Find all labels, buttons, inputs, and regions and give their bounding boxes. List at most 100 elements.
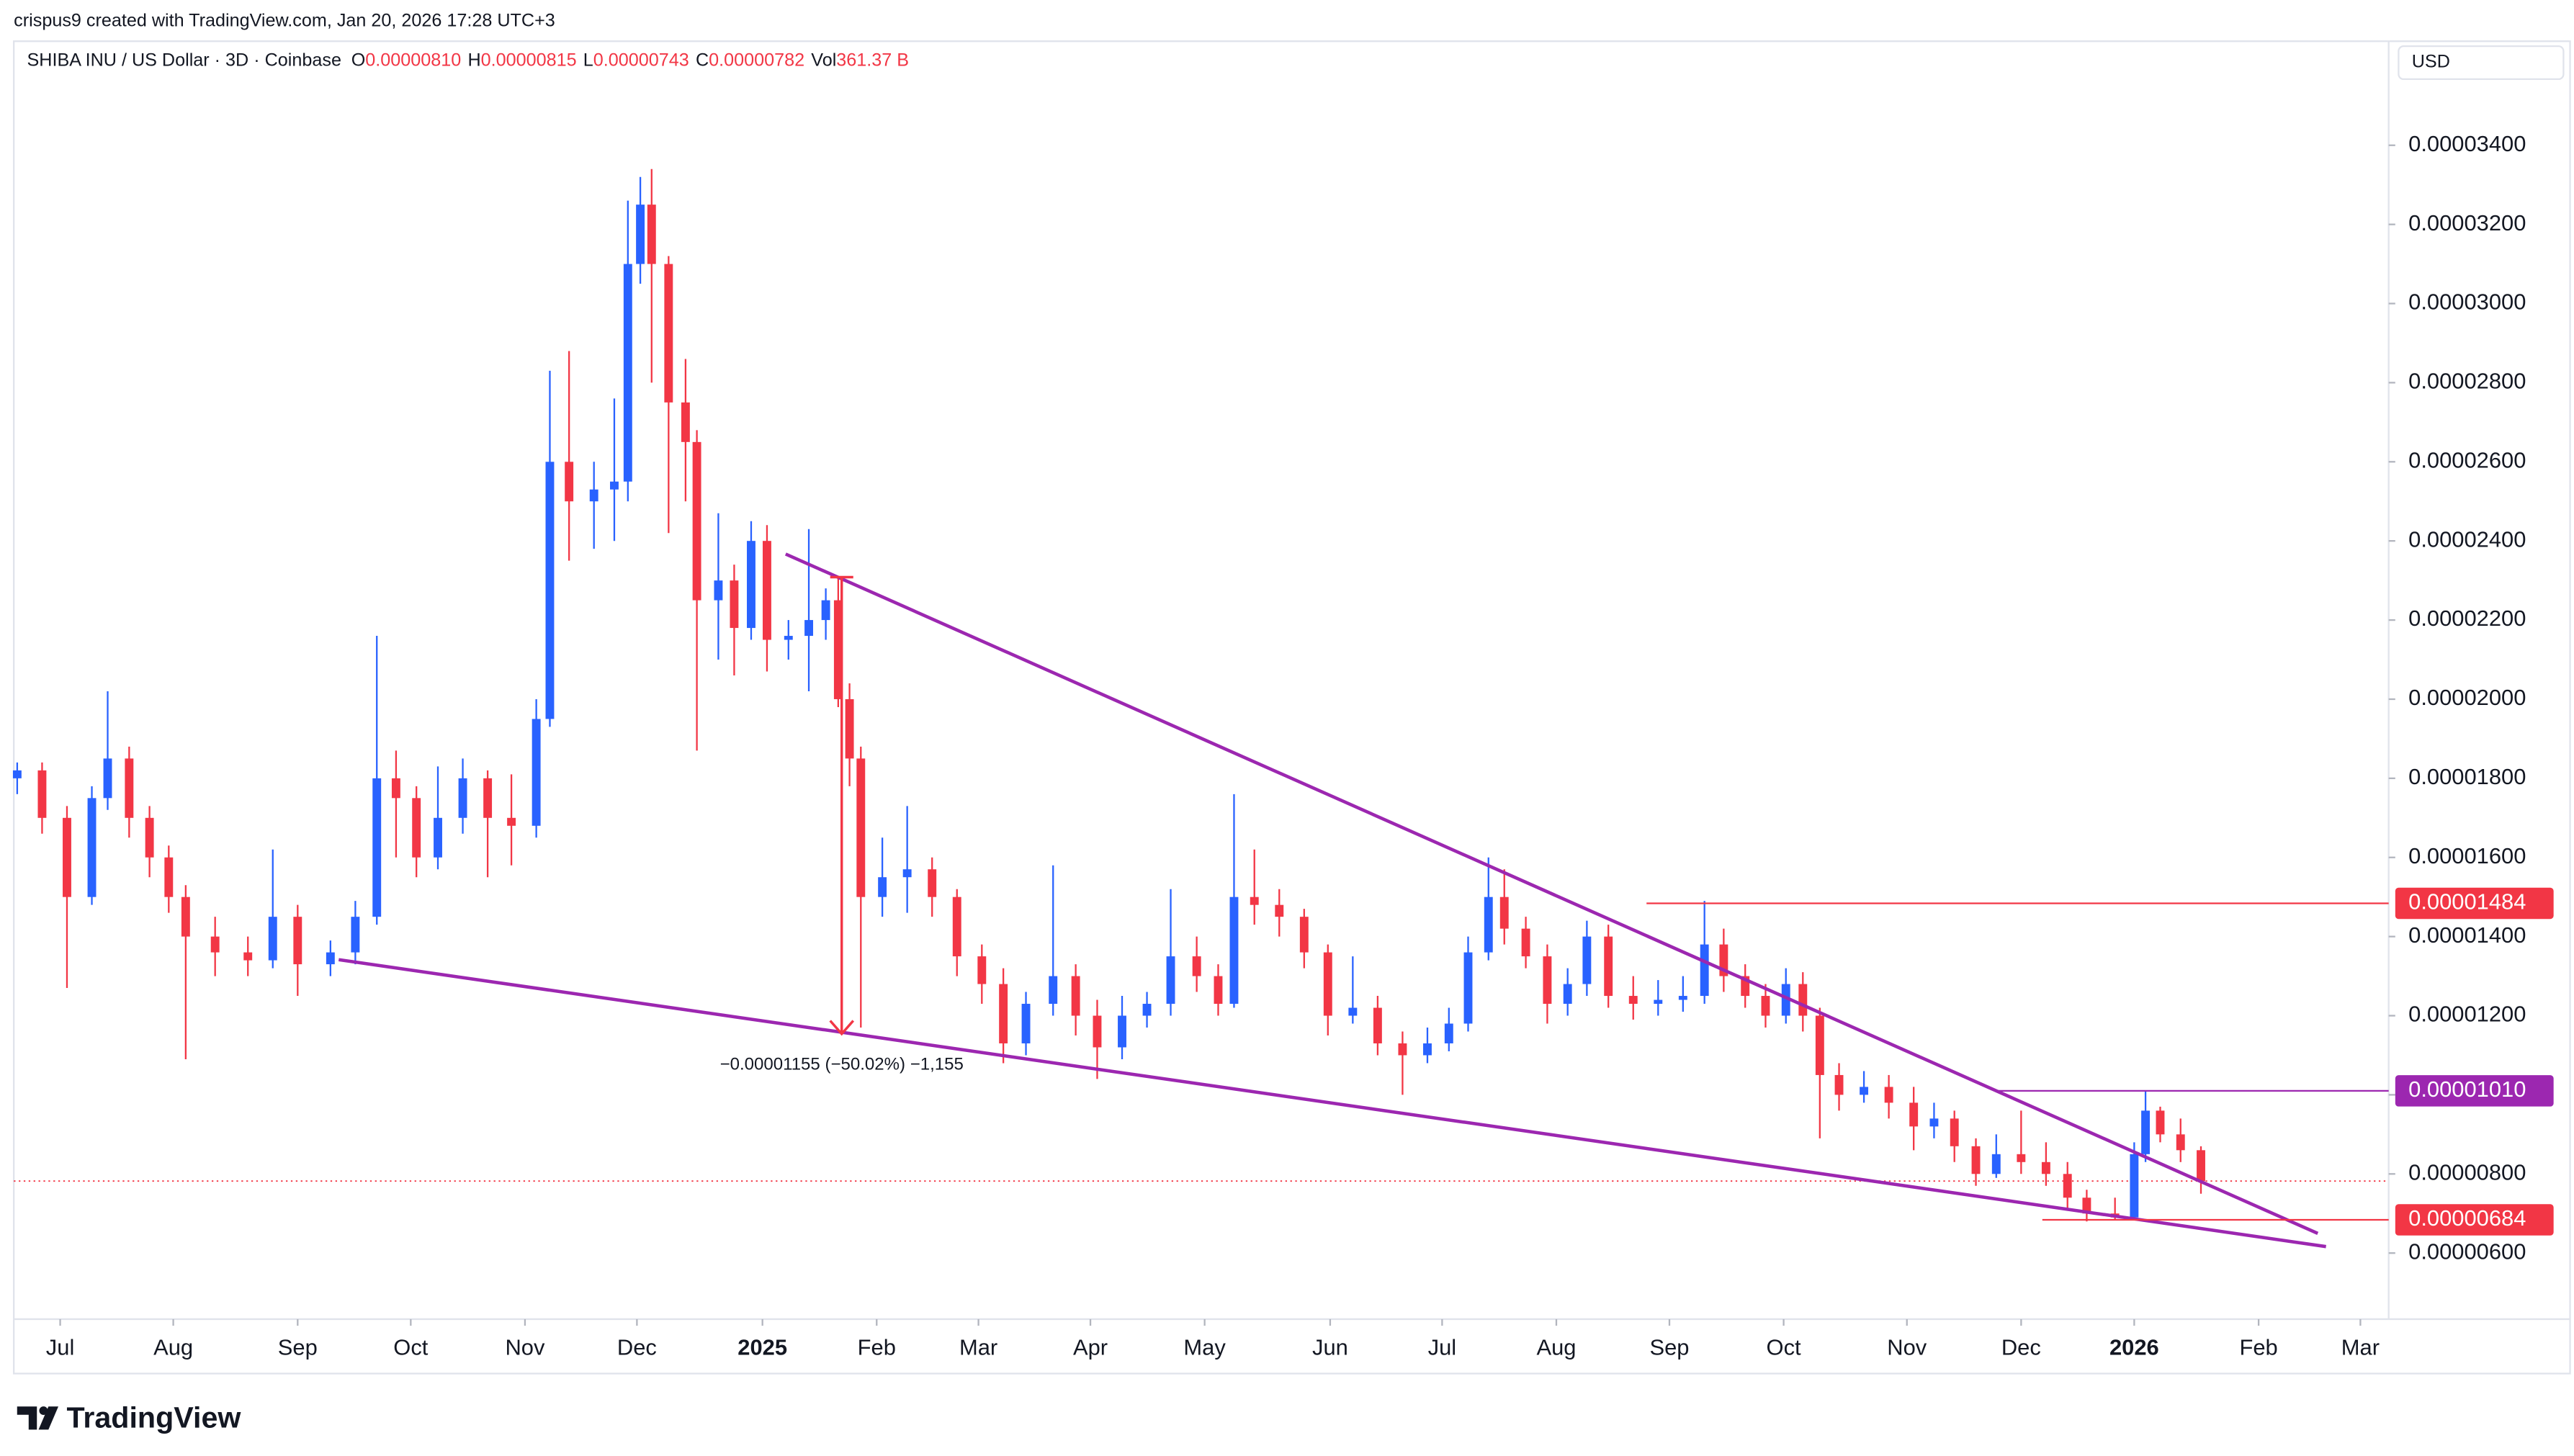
level-tag <box>2395 1075 2554 1107</box>
candle-body <box>1299 917 1309 953</box>
l-value: 0.00000743 <box>593 50 689 70</box>
candle-body <box>243 952 253 961</box>
header: crispus9 created with TradingView.com, J… <box>14 10 555 30</box>
y-tick-label: 0.00003400 <box>2408 131 2526 156</box>
candle-body <box>1761 996 1770 1016</box>
candle-body <box>1563 984 1572 1005</box>
logo-mark <box>17 1406 59 1430</box>
level-label: 0.00001010 <box>2408 1077 2526 1102</box>
candle-body <box>902 869 912 878</box>
lower-trendline <box>338 958 2326 1249</box>
candle-body <box>1741 976 1750 997</box>
candle-body <box>977 956 987 984</box>
candle-body <box>103 758 112 799</box>
candle-body <box>878 877 887 897</box>
level-label: 0.00000684 <box>2408 1205 2526 1231</box>
candle-body <box>833 600 843 699</box>
candle-body <box>2063 1174 2072 1198</box>
y-tick-label: 0.00000800 <box>2408 1159 2526 1185</box>
candle-body <box>1323 952 1332 1016</box>
candle-body <box>63 817 71 897</box>
candle-body <box>845 698 854 759</box>
candle-body <box>2156 1110 2165 1135</box>
candle-body <box>1719 944 1728 976</box>
x-tick-label: Oct <box>393 1334 428 1360</box>
candle-body <box>636 205 645 264</box>
level-tag <box>2395 1204 2554 1236</box>
y-tick-label: 0.00002600 <box>2408 447 2526 472</box>
candle-body <box>784 636 793 640</box>
candle-body <box>730 580 739 629</box>
candle-body <box>623 264 632 482</box>
candle-body <box>1991 1154 2001 1174</box>
candle-body <box>372 778 382 917</box>
x-tick-label: Apr <box>1073 1334 1108 1360</box>
c-label: C <box>696 50 709 70</box>
candle-body <box>434 817 442 858</box>
candle-body <box>1860 1087 1869 1095</box>
candle-body <box>804 620 814 637</box>
candle-body <box>37 770 47 818</box>
x-tick-label: Dec <box>617 1334 657 1360</box>
x-tick-label: Mar <box>959 1334 997 1360</box>
candle-body <box>2141 1110 2151 1154</box>
o-value: 0.00000810 <box>365 50 461 70</box>
x-tick-label: Feb <box>2239 1334 2277 1360</box>
candle-body <box>589 489 598 502</box>
vol-label: Vol <box>811 50 836 70</box>
y-tick-label: 0.00000600 <box>2408 1239 2526 1264</box>
candle-body <box>2041 1161 2050 1174</box>
candle-body <box>326 952 335 965</box>
candle-body <box>1049 976 1058 1005</box>
candle-body <box>1463 952 1473 1024</box>
candle-body <box>2082 1197 2091 1214</box>
y-tick-label: 0.00003200 <box>2408 210 2526 235</box>
c-value: 0.00000782 <box>709 50 804 70</box>
candle-body <box>164 857 174 897</box>
candle-body <box>1021 1004 1031 1043</box>
logo-dot <box>39 1406 48 1415</box>
candle-body <box>1543 956 1552 1005</box>
x-tick-label: Oct <box>1767 1334 1801 1360</box>
candle-body <box>351 917 360 953</box>
candle-body <box>412 798 421 858</box>
x-tick-label: Feb <box>858 1334 896 1360</box>
candle-body <box>999 984 1008 1043</box>
candle-body <box>565 462 574 502</box>
logo-shape <box>38 1406 59 1430</box>
candle-body <box>268 917 277 961</box>
logo-text: TradingView <box>66 1401 241 1434</box>
candle-body <box>1700 944 1709 997</box>
candle-body <box>664 264 673 403</box>
y-tick-label: 0.00002200 <box>2408 606 2526 631</box>
candle-body <box>210 936 220 953</box>
y-tick-label: 0.00001800 <box>2408 764 2526 789</box>
plot: 0.000006000.000008000.000010000.00001200… <box>12 131 2526 1360</box>
candle-body <box>1781 984 1790 1016</box>
candle-body <box>1798 984 1808 1016</box>
currency-box[interactable] <box>2398 45 2565 81</box>
candle-body <box>647 205 656 264</box>
candle-body <box>1118 1015 1126 1048</box>
x-tick-label: Mar <box>2341 1334 2380 1360</box>
currency[interactable]: USD <box>2412 52 2450 72</box>
candle-body <box>1250 896 1259 905</box>
candle-body <box>2017 1154 2026 1162</box>
candle-body <box>610 481 619 490</box>
candle-body <box>1678 996 1687 1000</box>
y-tick-label: 0.00002000 <box>2408 685 2526 710</box>
candle-body <box>1654 999 1663 1005</box>
candle-body <box>2197 1150 2205 1182</box>
y-tick-label: 0.00002800 <box>2408 369 2526 394</box>
candle-body <box>1604 936 1613 997</box>
candle-body <box>293 917 302 965</box>
vol-value: 361.37 B <box>836 50 909 70</box>
upper-trendline <box>784 552 2319 1235</box>
y-tick-label: 0.00001600 <box>2408 843 2526 868</box>
candle-body <box>1093 1015 1102 1048</box>
candle-body <box>1484 896 1493 953</box>
symbol: SHIBA INU / US Dollar · 3D · Coinbase <box>27 50 341 70</box>
candle-body <box>2130 1154 2139 1218</box>
candle-body <box>1166 956 1175 1005</box>
